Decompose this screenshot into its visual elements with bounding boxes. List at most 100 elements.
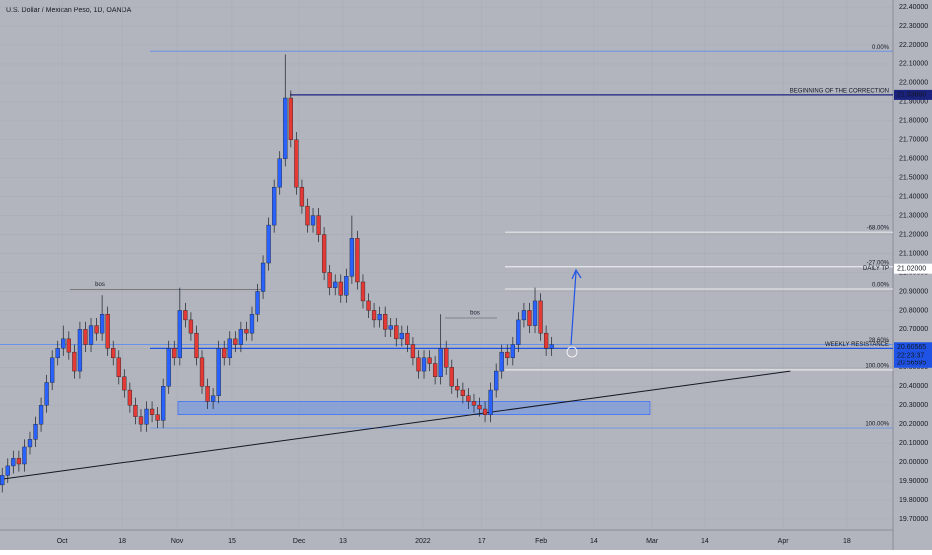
level-label: DAILY TP xyxy=(863,266,889,272)
candle-body xyxy=(421,357,427,372)
x-tick-label: 14 xyxy=(590,538,598,545)
candle-body xyxy=(377,314,382,321)
candle-body xyxy=(466,395,471,402)
x-tick-label: 15 xyxy=(228,538,236,545)
countdown-tag xyxy=(894,351,932,361)
candle-body xyxy=(138,416,144,425)
candle-body xyxy=(477,405,482,410)
candle-body xyxy=(394,325,399,340)
y-tick-label: 22.40000 xyxy=(899,4,928,11)
candle-body xyxy=(72,351,77,372)
candle-body xyxy=(127,389,133,406)
y-tick-label: 21.30000 xyxy=(899,212,928,219)
candle-body xyxy=(77,329,83,372)
candle-body xyxy=(244,329,249,334)
candle-body xyxy=(105,314,110,349)
candle-body xyxy=(227,338,232,359)
candle-body xyxy=(44,382,49,406)
candle-body xyxy=(194,332,199,359)
level-label: 0.00% xyxy=(872,45,890,51)
candle-body xyxy=(222,348,227,359)
candle-body xyxy=(116,357,121,377)
candle-body xyxy=(144,408,149,425)
y-tick-label: 19.90000 xyxy=(899,478,928,485)
candle-body xyxy=(177,310,182,359)
y-tick-label: 21.70000 xyxy=(899,137,928,144)
candle-body xyxy=(38,405,44,425)
candle-body xyxy=(94,325,99,334)
candle-body xyxy=(22,446,27,465)
x-tick-label: Oct xyxy=(57,538,68,545)
x-tick-label: 18 xyxy=(118,538,126,545)
candle-body xyxy=(388,325,393,330)
candle-body xyxy=(188,319,194,334)
candle-body xyxy=(405,332,410,345)
candle-body xyxy=(161,386,166,421)
candle-body xyxy=(272,186,277,226)
candle-body xyxy=(355,238,360,283)
price-tag xyxy=(894,89,932,100)
candle-body xyxy=(299,186,305,207)
candle-body xyxy=(249,314,255,334)
x-tick-label: Feb xyxy=(535,538,547,545)
candle-body xyxy=(55,348,60,359)
candle-body xyxy=(255,291,260,315)
candle-body xyxy=(399,332,404,340)
y-tick-label: 20.30000 xyxy=(899,402,928,409)
candle-body xyxy=(66,338,71,353)
candle-body xyxy=(371,310,377,321)
support-zone xyxy=(177,401,651,416)
candle-body xyxy=(111,348,116,359)
candle-body xyxy=(460,389,466,396)
x-tick-label: 13 xyxy=(339,538,347,545)
candle-body xyxy=(538,300,543,334)
bos-label: bos xyxy=(470,311,480,317)
y-tick-label: 20.10000 xyxy=(899,440,928,447)
bos-label: bos xyxy=(95,282,105,288)
x-tick-label: Dec xyxy=(293,538,306,545)
x-tick-label: Nov xyxy=(171,538,184,545)
level-label: -27.00% xyxy=(867,260,890,266)
x-tick-label: 18 xyxy=(843,538,851,545)
candle-body xyxy=(471,401,477,406)
price-tag xyxy=(894,263,932,274)
candle-body xyxy=(310,215,316,226)
y-tick-label: 22.10000 xyxy=(899,61,928,68)
candle-body xyxy=(27,439,33,448)
price-tag xyxy=(894,342,932,353)
y-tick-label: 21.50000 xyxy=(899,175,928,182)
price-tag-label: 20.60565 xyxy=(897,344,926,351)
price-tag xyxy=(894,357,932,368)
y-tick-label: 21.90000 xyxy=(899,99,928,106)
x-tick-label: 14 xyxy=(701,538,709,545)
candle-body xyxy=(205,386,210,402)
candle-body xyxy=(99,314,105,334)
level-label: WEEKLY RESISTANCE xyxy=(825,342,889,348)
candle-body xyxy=(344,276,349,296)
candle-body xyxy=(482,408,488,415)
candle-body xyxy=(61,338,66,349)
y-tick-label: 19.80000 xyxy=(899,497,928,504)
candle-body xyxy=(155,414,160,421)
price-tag-label: 20.56595 xyxy=(897,360,926,367)
candle-body xyxy=(488,389,493,415)
candle-body xyxy=(499,351,504,372)
y-tick-label: 19.70000 xyxy=(899,516,928,523)
candle-body xyxy=(516,319,521,345)
candle-body xyxy=(283,97,288,159)
candle-body xyxy=(16,458,22,465)
level-label: 28.60% xyxy=(869,338,890,344)
candle-body xyxy=(305,205,310,226)
candle-body xyxy=(210,395,216,402)
trendline xyxy=(2,370,791,480)
y-tick-label: 20.90000 xyxy=(899,288,928,295)
candle-body xyxy=(338,281,343,296)
price-tag-label: 21.02000 xyxy=(897,266,926,273)
candle-body xyxy=(50,357,55,383)
candle-body xyxy=(88,325,94,345)
candle-body xyxy=(149,408,155,415)
candle-body xyxy=(288,97,293,140)
level-label: 100.00% xyxy=(865,364,889,370)
